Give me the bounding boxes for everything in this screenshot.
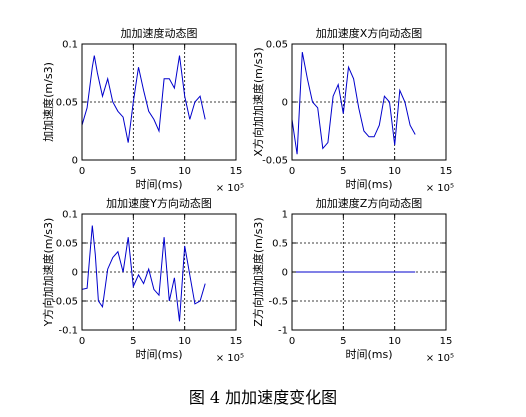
y-tick-label: 0.1 xyxy=(62,40,78,51)
x-tick-label: 0 xyxy=(79,166,85,177)
series-line xyxy=(291,52,416,155)
y-tick-label: -0.1 xyxy=(58,326,78,337)
x-axis-label: 时间(ms) xyxy=(345,178,392,191)
x-tick-label: 15 xyxy=(230,166,243,177)
y-tick-label: -0.05 xyxy=(52,297,78,308)
y-axis-label: 加加速度(m/s3) xyxy=(41,62,55,142)
x-tick-label: 5 xyxy=(130,336,136,347)
x-tick-label: 0 xyxy=(79,336,85,347)
y-axis-label: X方向加加速度(m/s3) xyxy=(251,47,265,156)
y-tick-label: 0.5 xyxy=(272,239,288,250)
chart-title: 加加速度Z方向动态图 xyxy=(316,196,423,210)
series-line xyxy=(81,225,206,322)
y-tick-label: 0 xyxy=(72,156,78,167)
chart-title: 加加速度Y方向动态图 xyxy=(106,196,212,210)
y-tick-label: 0 xyxy=(72,268,78,279)
series-line xyxy=(81,55,206,143)
y-tick-label: -0.05 xyxy=(262,156,288,167)
x-axis-label: 时间(ms) xyxy=(345,348,392,361)
y-tick-label: 1 xyxy=(282,210,288,221)
y-tick-label: 0.05 xyxy=(266,40,288,51)
y-tick-label: -1 xyxy=(278,326,288,337)
y-tick-label: 0.05 xyxy=(56,239,78,250)
x-tick-label: 10 xyxy=(388,336,401,347)
x-axis-label: 时间(ms) xyxy=(135,178,182,191)
x-tick-label: 10 xyxy=(388,166,401,177)
y-tick-label: 0.05 xyxy=(56,98,78,109)
x-tick-label: 15 xyxy=(230,336,243,347)
x-tick-label: 10 xyxy=(178,166,191,177)
x-tick-label: 0 xyxy=(289,336,295,347)
x-tick-label: 5 xyxy=(340,336,346,347)
y-tick-label: -0.5 xyxy=(268,297,288,308)
x-tick-label: 5 xyxy=(130,166,136,177)
y-tick-label: 0.1 xyxy=(62,210,78,221)
x-multiplier-label: × 10⁵ xyxy=(426,353,454,364)
x-multiplier-label: × 10⁵ xyxy=(426,183,454,194)
x-tick-label: 5 xyxy=(340,166,346,177)
x-tick-label: 15 xyxy=(440,336,453,347)
x-tick-label: 10 xyxy=(178,336,191,347)
x-tick-label: 15 xyxy=(440,166,453,177)
chart-title: 加加速度动态图 xyxy=(121,26,198,40)
y-tick-label: 0 xyxy=(282,268,288,279)
x-multiplier-label: × 10⁵ xyxy=(216,353,244,364)
x-tick-label: 0 xyxy=(289,166,295,177)
x-multiplier-label: × 10⁵ xyxy=(216,183,244,194)
chart-title: 加加速度X方向动态图 xyxy=(316,26,423,40)
y-axis-label: Y方向加加速度(m/s3) xyxy=(41,218,55,327)
y-tick-label: 0 xyxy=(282,98,288,109)
y-axis-label: Z方向加加速度(m/s3) xyxy=(251,217,265,326)
x-axis-label: 时间(ms) xyxy=(135,348,182,361)
figure-caption: 图 4 加加速度变化图 xyxy=(188,388,338,407)
